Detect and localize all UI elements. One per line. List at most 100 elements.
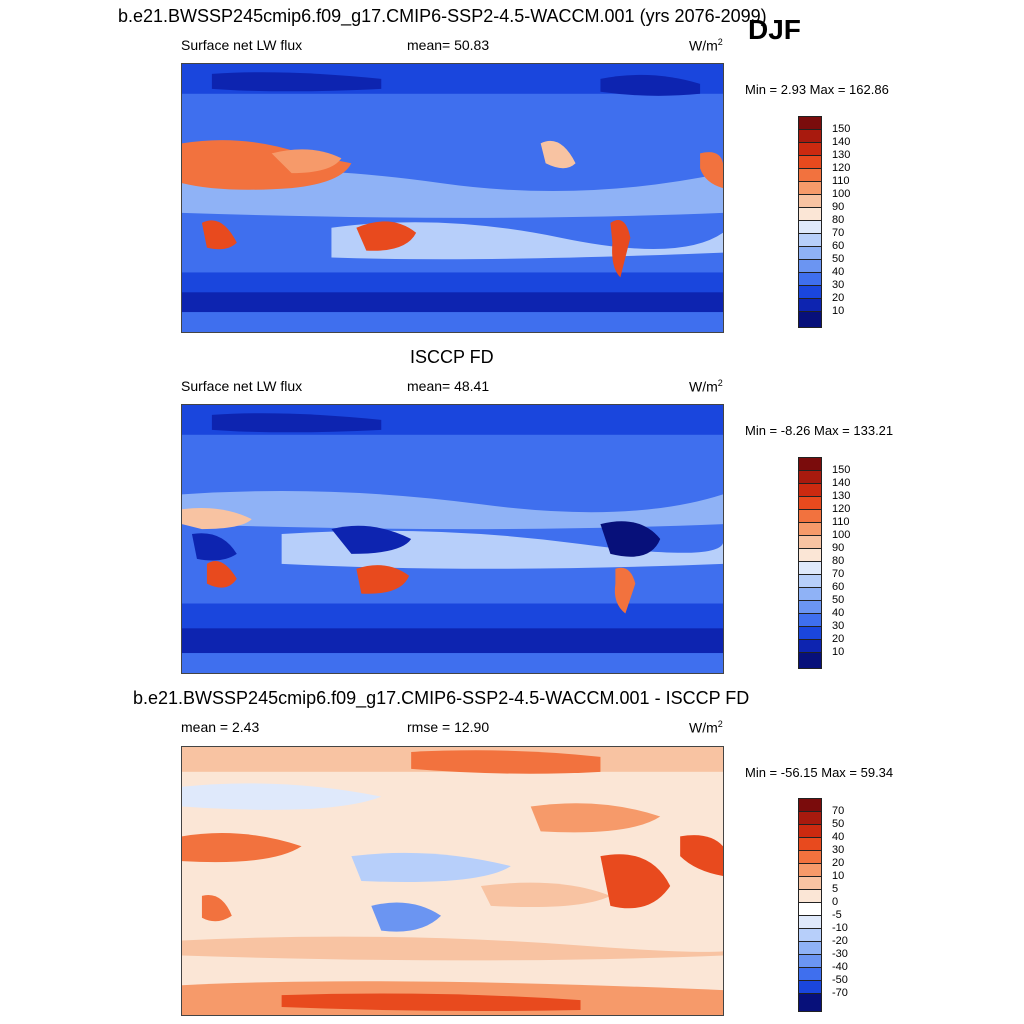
colorbar-tick: -20 — [832, 935, 848, 947]
colorbar-tick: 30 — [832, 844, 845, 856]
colorbar-swatch — [798, 207, 822, 221]
colorbar-swatch — [798, 798, 822, 812]
colorbar-tick: 20 — [832, 292, 845, 304]
colorbar-tick: 60 — [832, 581, 845, 593]
colorbar-tick: -10 — [832, 922, 848, 934]
colorbar-swatch — [798, 298, 822, 312]
colorbar-swatch — [798, 129, 822, 143]
panel1-title: b.e21.BWSSP245cmip6.f09_g17.CMIP6-SSP2-4… — [118, 6, 767, 26]
colorbar-tick: 110 — [832, 175, 850, 187]
colorbar-swatch — [798, 613, 822, 627]
colorbar-tick: 130 — [832, 490, 851, 502]
colorbar-swatch — [798, 561, 822, 575]
season-label: DJF — [748, 14, 801, 45]
panel1-left-label: Surface net LW flux — [181, 37, 303, 53]
colorbar-swatch — [798, 246, 822, 260]
colorbar-tick: 40 — [832, 607, 845, 619]
colorbar-tick: 20 — [832, 857, 845, 869]
panel1-units: W/m2 — [689, 37, 723, 54]
panel1-mean-label: mean= 50.83 — [407, 37, 490, 53]
colorbar-tick: 40 — [832, 266, 845, 278]
colorbar-swatch — [798, 311, 822, 328]
colorbar-swatch — [798, 285, 822, 299]
colorbar-swatch — [798, 626, 822, 640]
colorbar-swatch — [798, 483, 822, 497]
colorbar-tick: 10 — [832, 305, 845, 317]
panel2-colorbar — [798, 457, 822, 669]
colorbar-tick: 130 — [832, 149, 851, 161]
colorbar-swatch — [798, 259, 822, 273]
panel3-map — [181, 746, 724, 1016]
colorbar-swatch — [798, 993, 822, 1012]
panel1-minmax: Min = 2.93 Max = 162.86 — [745, 82, 889, 97]
colorbar-tick: 150 — [832, 123, 851, 135]
panel2-map-svg — [182, 405, 723, 673]
panel3-title: b.e21.BWSSP245cmip6.f09_g17.CMIP6-SSP2-4… — [133, 688, 750, 708]
panel1-map-svg — [182, 64, 723, 332]
colorbar-tick: -40 — [832, 961, 848, 973]
colorbar-tick: 10 — [832, 870, 845, 882]
panel3-mean-label: mean = 2.43 — [181, 719, 260, 735]
colorbar-swatch — [798, 233, 822, 247]
colorbar-tick: -70 — [832, 987, 848, 999]
colorbar-swatch — [798, 181, 822, 195]
colorbar-tick: -30 — [832, 948, 848, 960]
colorbar-tick: 60 — [832, 240, 845, 252]
colorbar-swatch — [798, 837, 822, 851]
colorbar-tick: 30 — [832, 279, 845, 291]
colorbar-swatch — [798, 863, 822, 877]
panel2-units: W/m2 — [689, 378, 723, 395]
colorbar-tick: 150 — [832, 464, 851, 476]
colorbar-swatch — [798, 272, 822, 286]
colorbar-swatch — [798, 220, 822, 234]
colorbar-tick: 70 — [832, 227, 845, 239]
colorbar-swatch — [798, 509, 822, 523]
panel1-map — [181, 63, 724, 333]
colorbar-tick: 120 — [832, 162, 851, 174]
colorbar-tick: 70 — [832, 568, 845, 580]
colorbar-swatch — [798, 142, 822, 156]
panel1-colorbar — [798, 116, 822, 328]
panel2-mean-label: mean= 48.41 — [407, 378, 490, 394]
colorbar-swatch — [798, 535, 822, 549]
colorbar-tick: -5 — [832, 909, 842, 921]
colorbar-swatch — [798, 954, 822, 968]
panel2-minmax: Min = -8.26 Max = 133.21 — [745, 423, 894, 438]
panel3-map-svg — [182, 747, 723, 1015]
colorbar-swatch — [798, 600, 822, 614]
colorbar-tick: 50 — [832, 253, 845, 265]
panel2-title: ISCCP FD — [410, 347, 494, 367]
colorbar-tick: 0 — [832, 896, 839, 908]
colorbar-tick: 70 — [832, 805, 845, 817]
colorbar-swatch — [798, 980, 822, 994]
panel3-units: W/m2 — [689, 719, 723, 736]
colorbar-tick: 100 — [832, 529, 851, 541]
colorbar-swatch — [798, 824, 822, 838]
colorbar-swatch — [798, 168, 822, 182]
colorbar-swatch — [798, 915, 822, 929]
colorbar-swatch — [798, 850, 822, 864]
colorbar-tick: 50 — [832, 818, 845, 830]
colorbar-swatch — [798, 116, 822, 130]
colorbar-tick: 40 — [832, 831, 845, 843]
colorbar-swatch — [798, 587, 822, 601]
colorbar-swatch — [798, 522, 822, 536]
colorbar-swatch — [798, 967, 822, 981]
colorbar-swatch — [798, 811, 822, 825]
colorbar-tick: 5 — [832, 883, 839, 895]
colorbar-tick: 20 — [832, 633, 845, 645]
colorbar-tick: 80 — [832, 214, 845, 226]
colorbar-swatch — [798, 639, 822, 653]
colorbar-swatch — [798, 902, 822, 916]
colorbar-tick: 80 — [832, 555, 845, 567]
colorbar-swatch — [798, 548, 822, 562]
colorbar-tick: 90 — [832, 201, 845, 213]
colorbar-swatch — [798, 889, 822, 903]
colorbar-tick: 50 — [832, 594, 845, 606]
panel2-left-label: Surface net LW flux — [181, 378, 303, 394]
colorbar-tick: 30 — [832, 620, 845, 632]
panel3-colorbar — [798, 798, 822, 1012]
colorbar-tick: 120 — [832, 503, 851, 515]
panel2-map — [181, 404, 724, 674]
colorbar-swatch — [798, 194, 822, 208]
